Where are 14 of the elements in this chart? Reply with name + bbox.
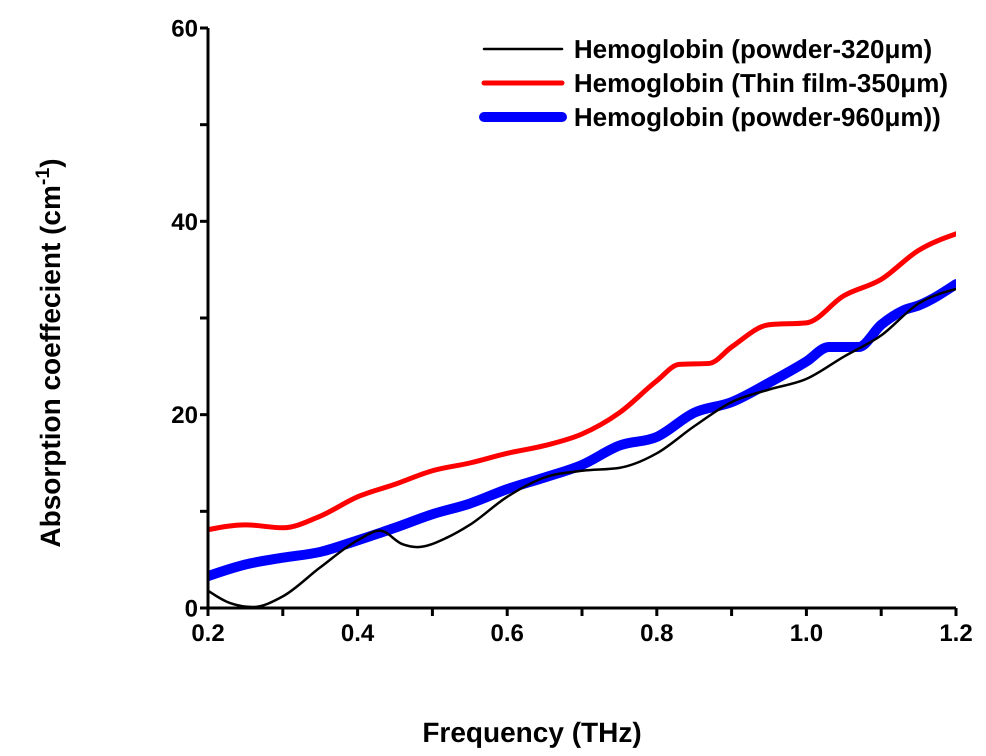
x-tick-label: 0.4 xyxy=(340,620,375,648)
x-tick-label: 1.2 xyxy=(939,620,973,648)
y-tick-label: 20 xyxy=(171,402,198,430)
legend-label: Hemoglobin (Thin film-350μm) xyxy=(574,68,948,98)
legend-label: Hemoglobin (powder-960μm)) xyxy=(574,102,941,132)
x-tick-label: 1.0 xyxy=(790,620,824,648)
x-tick-label: 0.6 xyxy=(490,620,524,648)
y-tick-label: 40 xyxy=(171,208,198,236)
y-tick-label: 0 xyxy=(184,596,198,623)
x-tick-label: 0.2 xyxy=(191,620,225,648)
x-axis-title: Frequency (THz) xyxy=(422,717,642,748)
x-tick-label: 0.8 xyxy=(640,620,674,648)
y-tick-label: 60 xyxy=(171,16,198,43)
legend-label: Hemoglobin (powder-320μm) xyxy=(574,34,932,64)
